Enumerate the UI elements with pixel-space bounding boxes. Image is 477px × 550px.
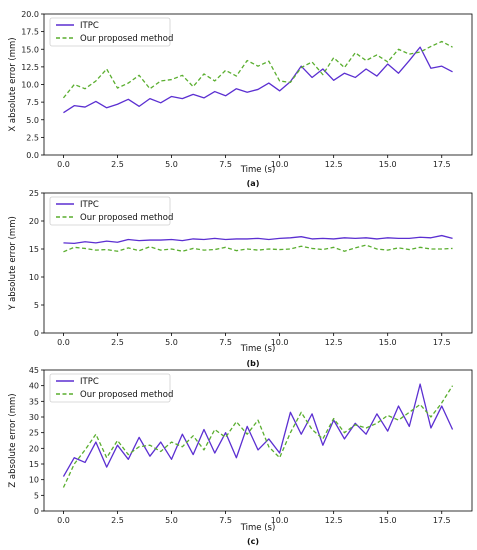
panel-b: 0.0 2.5 5.0 7.5 10.0 12.5 15.0 17.5 0510152025 … <box>8 189 473 368</box>
y-tick-label: 10 <box>29 476 39 485</box>
series-line-itpc <box>62 383 454 477</box>
series-line-proposed <box>62 385 454 488</box>
y-tick-label: 15.0 <box>21 45 39 54</box>
legend-label-itpc: ITPC <box>80 377 99 387</box>
x-tick-label: 5.0 <box>165 516 178 525</box>
series-line-proposed <box>63 244 453 253</box>
x-tick-label: 2.5 <box>111 338 124 347</box>
x-tick-label: 12.5 <box>325 516 343 525</box>
x-tick-label: 0.0 <box>57 160 70 169</box>
x-tick-label: 15.0 <box>379 338 397 347</box>
x-tick-label: 7.5 <box>219 160 232 169</box>
series-line-itpc <box>63 234 453 245</box>
y-tick-label: 5.0 <box>26 116 39 125</box>
legend-frame <box>49 373 171 403</box>
y-tick-label: 15 <box>29 460 39 469</box>
y-tick-label: 10 <box>29 273 39 282</box>
y-tick-label: 20 <box>29 217 39 226</box>
y-tick-label: 12.5 <box>21 63 39 72</box>
y-tick-label: 7.5 <box>26 98 39 107</box>
panel-c-plot-frame <box>43 369 473 512</box>
y-tick-label: 15 <box>29 245 39 254</box>
x-tick-label: 2.5 <box>111 160 124 169</box>
x-tick-label: 7.5 <box>219 338 232 347</box>
x-tick-label: 12.5 <box>325 338 343 347</box>
panel-b-legend: ITPC Our proposed method <box>49 196 173 226</box>
series-line-proposed <box>62 40 453 99</box>
y-tick-label: 20.0 <box>21 10 39 19</box>
x-tick-label: 2.5 <box>111 516 124 525</box>
x-tick-label: 10.0 <box>271 160 289 169</box>
panel-a-series <box>62 40 453 114</box>
panel-c-y-ticks: 0 5 10 15 20 25 30 35 40 45 <box>29 366 44 516</box>
y-tick-label: 0 <box>34 507 39 516</box>
series-line-itpc <box>63 46 453 114</box>
panel-a-y-axis-label: X absolute error (mm) <box>8 37 18 131</box>
panel-b-caption: (b) <box>246 359 259 368</box>
legend-label-itpc: ITPC <box>80 21 99 31</box>
panel-b-y-ticks: 0 5 10 15 20 25 <box>29 189 44 338</box>
legend-frame <box>49 196 171 226</box>
panel-b-y-axis-label: Y absolute error (mm) <box>8 216 18 311</box>
panel-c: 0.0 2.5 5.0 7.5 10.0 12.5 15.0 17.5 0 5 10 15 20 25 3… <box>8 366 473 546</box>
panel-b-plot-frame <box>43 192 473 334</box>
x-tick-label: 5.0 <box>165 160 178 169</box>
x-tick-label: 17.5 <box>433 338 451 347</box>
y-tick-label: 20 <box>29 444 39 453</box>
y-tick-label: 5 <box>34 491 39 500</box>
y-tick-label: 5 <box>34 301 39 310</box>
y-tick-label: 25 <box>29 429 39 438</box>
x-tick-label: 10.0 <box>271 516 289 525</box>
y-tick-label: 30 <box>29 413 39 422</box>
legend-label-proposed: Our proposed method <box>80 34 173 44</box>
legend-label-proposed: Our proposed method <box>80 390 173 400</box>
y-tick-label: 0 <box>34 329 39 338</box>
panel-a-x-axis-label: Time (s) <box>240 165 276 175</box>
panel-a-x-ticks: 0.0 2.5 5.0 7.5 10.0 12.5 15.0 17.5 <box>57 155 451 169</box>
y-tick-label: 45 <box>29 366 39 375</box>
panel-c-x-axis-label: Time (s) <box>240 523 276 533</box>
x-tick-label: 10.0 <box>271 338 289 347</box>
y-tick-label: 0.0 <box>26 151 39 160</box>
panel-b-series <box>63 234 453 253</box>
panel-c-x-ticks: 0.0 2.5 5.0 7.5 10.0 12.5 15.0 17.5 <box>57 511 451 525</box>
panel-c-caption: (c) <box>247 537 259 546</box>
legend-frame <box>49 17 171 47</box>
y-tick-label: 40 <box>29 382 39 391</box>
x-tick-label: 15.0 <box>379 516 397 525</box>
x-tick-label: 17.5 <box>433 516 451 525</box>
x-tick-label: 0.0 <box>57 516 70 525</box>
panel-c-series <box>62 383 454 488</box>
legend-label-itpc: ITPC <box>80 200 99 210</box>
x-tick-label: 12.5 <box>325 160 343 169</box>
x-tick-label: 17.5 <box>433 160 451 169</box>
panel-b-x-axis-label: Time (s) <box>240 344 276 354</box>
panel-a: 0.0 2.5 5.0 7.5 10.0 12.5 15.0 17.5 0.0 2.5 5.0 7.… <box>8 10 473 188</box>
panel-c-legend: ITPC Our proposed method <box>49 373 173 403</box>
x-tick-label: 15.0 <box>379 160 397 169</box>
panel-a-caption: (a) <box>247 179 260 188</box>
y-tick-label: 25 <box>29 189 39 198</box>
x-tick-label: 0.0 <box>57 338 70 347</box>
panel-c-y-axis-label: Z absolute error (mm) <box>8 393 18 487</box>
y-tick-label: 17.5 <box>21 28 39 37</box>
panel-b-x-ticks: 0.0 2.5 5.0 7.5 10.0 12.5 15.0 17.5 <box>57 333 451 347</box>
y-tick-label: 35 <box>29 397 39 406</box>
y-tick-label: 10.0 <box>21 81 39 90</box>
legend-label-proposed: Our proposed method <box>80 213 173 223</box>
x-tick-label: 7.5 <box>219 516 232 525</box>
panel-a-legend: ITPC Our proposed method <box>49 17 173 47</box>
x-tick-label: 5.0 <box>165 338 178 347</box>
panel-a-y-ticks: 0.0 2.5 5.0 7.5 10.0 12.5 15.0 17.5 20.0 <box>21 10 44 160</box>
y-tick-label: 2.5 <box>26 133 39 142</box>
